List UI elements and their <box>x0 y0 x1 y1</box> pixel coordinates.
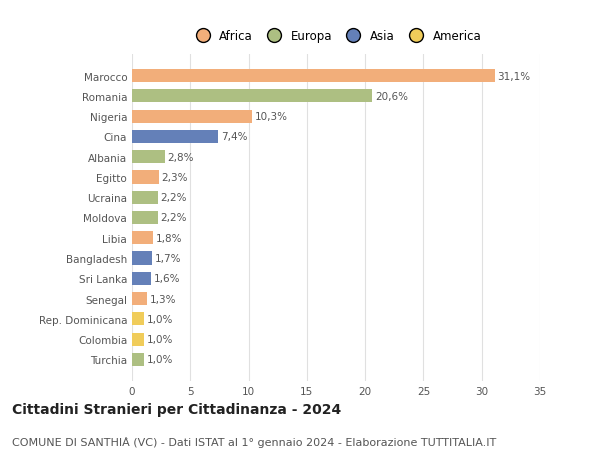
Text: 31,1%: 31,1% <box>497 72 530 81</box>
Legend: Africa, Europa, Asia, America: Africa, Europa, Asia, America <box>186 25 486 48</box>
Bar <box>132 130 218 144</box>
Bar <box>132 252 152 265</box>
Text: 1,3%: 1,3% <box>150 294 176 304</box>
Text: 1,6%: 1,6% <box>154 274 180 284</box>
Text: 2,8%: 2,8% <box>167 152 194 162</box>
Bar <box>132 212 158 224</box>
Bar <box>132 353 143 366</box>
Text: Cittadini Stranieri per Cittadinanza - 2024: Cittadini Stranieri per Cittadinanza - 2… <box>12 402 341 416</box>
Text: 2,2%: 2,2% <box>161 193 187 203</box>
Text: 2,2%: 2,2% <box>161 213 187 223</box>
Bar <box>132 151 164 164</box>
Bar <box>132 232 153 245</box>
Text: 2,3%: 2,3% <box>162 173 188 183</box>
Bar <box>132 272 151 285</box>
Text: 1,0%: 1,0% <box>146 314 173 324</box>
Text: 1,7%: 1,7% <box>155 253 181 263</box>
Bar <box>132 191 158 204</box>
Bar <box>132 90 372 103</box>
Text: 1,0%: 1,0% <box>146 334 173 344</box>
Text: 7,4%: 7,4% <box>221 132 248 142</box>
Bar <box>132 70 494 83</box>
Bar <box>132 171 159 184</box>
Text: 1,0%: 1,0% <box>146 355 173 364</box>
Text: 10,3%: 10,3% <box>255 112 288 122</box>
Text: 1,8%: 1,8% <box>156 233 182 243</box>
Text: 20,6%: 20,6% <box>375 92 408 102</box>
Bar <box>132 292 147 306</box>
Text: COMUNE DI SANTHIÀ (VC) - Dati ISTAT al 1° gennaio 2024 - Elaborazione TUTTITALI: COMUNE DI SANTHIÀ (VC) - Dati ISTAT al … <box>12 436 496 447</box>
Bar <box>132 333 143 346</box>
Bar <box>132 110 252 123</box>
Bar <box>132 313 143 326</box>
